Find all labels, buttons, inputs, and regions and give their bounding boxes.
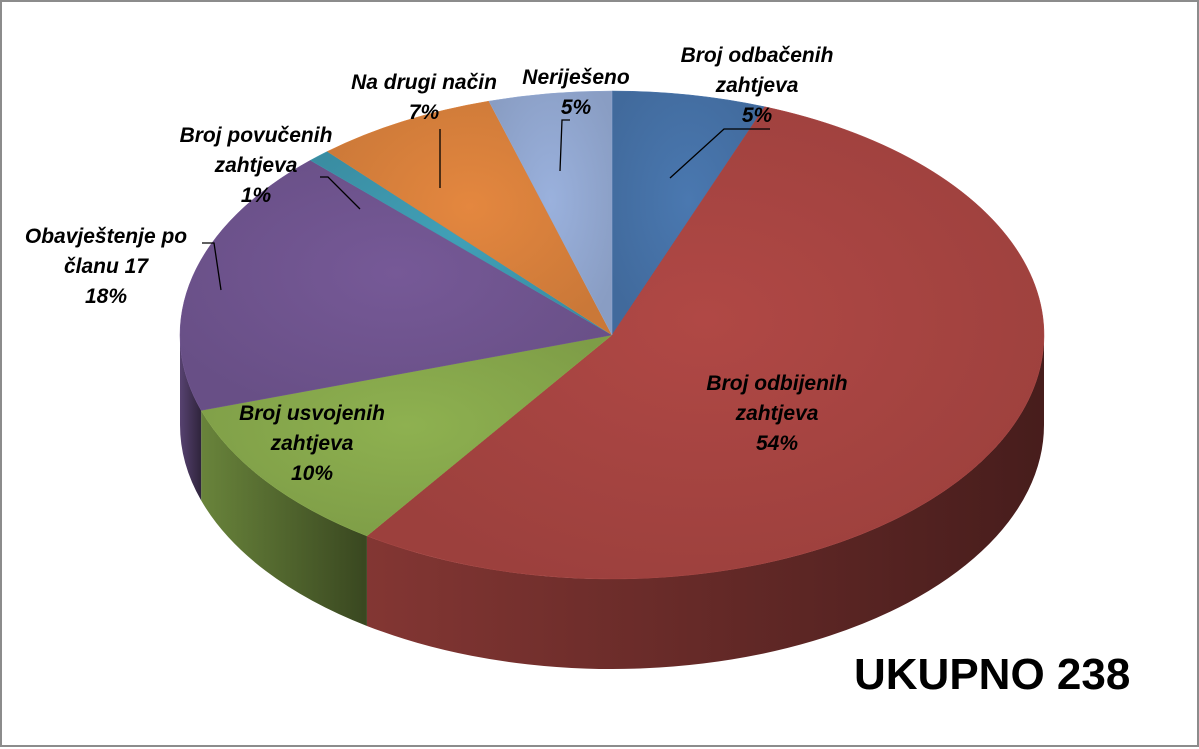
slice-percent-4: 1% (241, 184, 272, 207)
pie-side-3 (180, 335, 202, 501)
slice-name-3: Obavještenje po (25, 225, 187, 248)
slice-name-1: zahtjeva (735, 402, 819, 425)
leader-line-6 (559, 119, 570, 172)
slice-name-2: zahtjeva (270, 432, 354, 455)
total-label: UKUPNO 238 (854, 650, 1131, 699)
pie-side-1 (366, 335, 1044, 669)
slice-label-1: Broj odbijenih zahtjeva 54% (706, 372, 847, 455)
slice-name-1: Broj odbijenih (706, 372, 847, 395)
slice-name-6: Neriješeno (522, 66, 630, 89)
leader-line-3 (202, 242, 222, 291)
slice-label-0: Broj odbačenih zahtjeva 5% (681, 44, 834, 127)
pie-slice-6 (488, 90, 613, 336)
slice-name-4: zahtjeva (214, 154, 298, 177)
slice-name-2: Broj usvojenih (239, 402, 385, 425)
leader-line-4 (320, 176, 361, 210)
slice-name-4: Broj povučenih (180, 124, 333, 147)
slice-name-5: Na drugi način (351, 71, 497, 94)
pie-slice-5 (326, 100, 613, 336)
pie-slice-1 (366, 106, 1045, 580)
slice-label-3: Obavještenje po članu 17 18% (25, 225, 187, 308)
slice-label-5: Na drugi način 7% (351, 71, 497, 124)
slice-percent-6: 5% (561, 96, 592, 119)
slice-label-2: Broj usvojenih zahtjeva 10% (239, 402, 385, 485)
slice-name-3: članu 17 (64, 255, 149, 278)
pie-slice-3 (179, 160, 613, 411)
slice-percent-0: 5% (742, 104, 773, 127)
leader-line-0 (669, 128, 770, 179)
slice-percent-2: 10% (291, 462, 333, 485)
slice-percent-5: 7% (409, 101, 440, 124)
slice-percent-1: 54% (756, 432, 798, 455)
pie-slice-0 (611, 90, 766, 336)
pie-slice-2 (200, 334, 613, 537)
slice-label-6: Neriješeno 5% (522, 66, 630, 119)
slice-name-0: zahtjeva (715, 74, 799, 97)
slice-label-4: Broj povučenih zahtjeva 1% (180, 124, 333, 207)
slice-percent-3: 18% (85, 285, 127, 308)
pie-side-2 (201, 410, 367, 626)
slice-name-0: Broj odbačenih (681, 44, 834, 67)
